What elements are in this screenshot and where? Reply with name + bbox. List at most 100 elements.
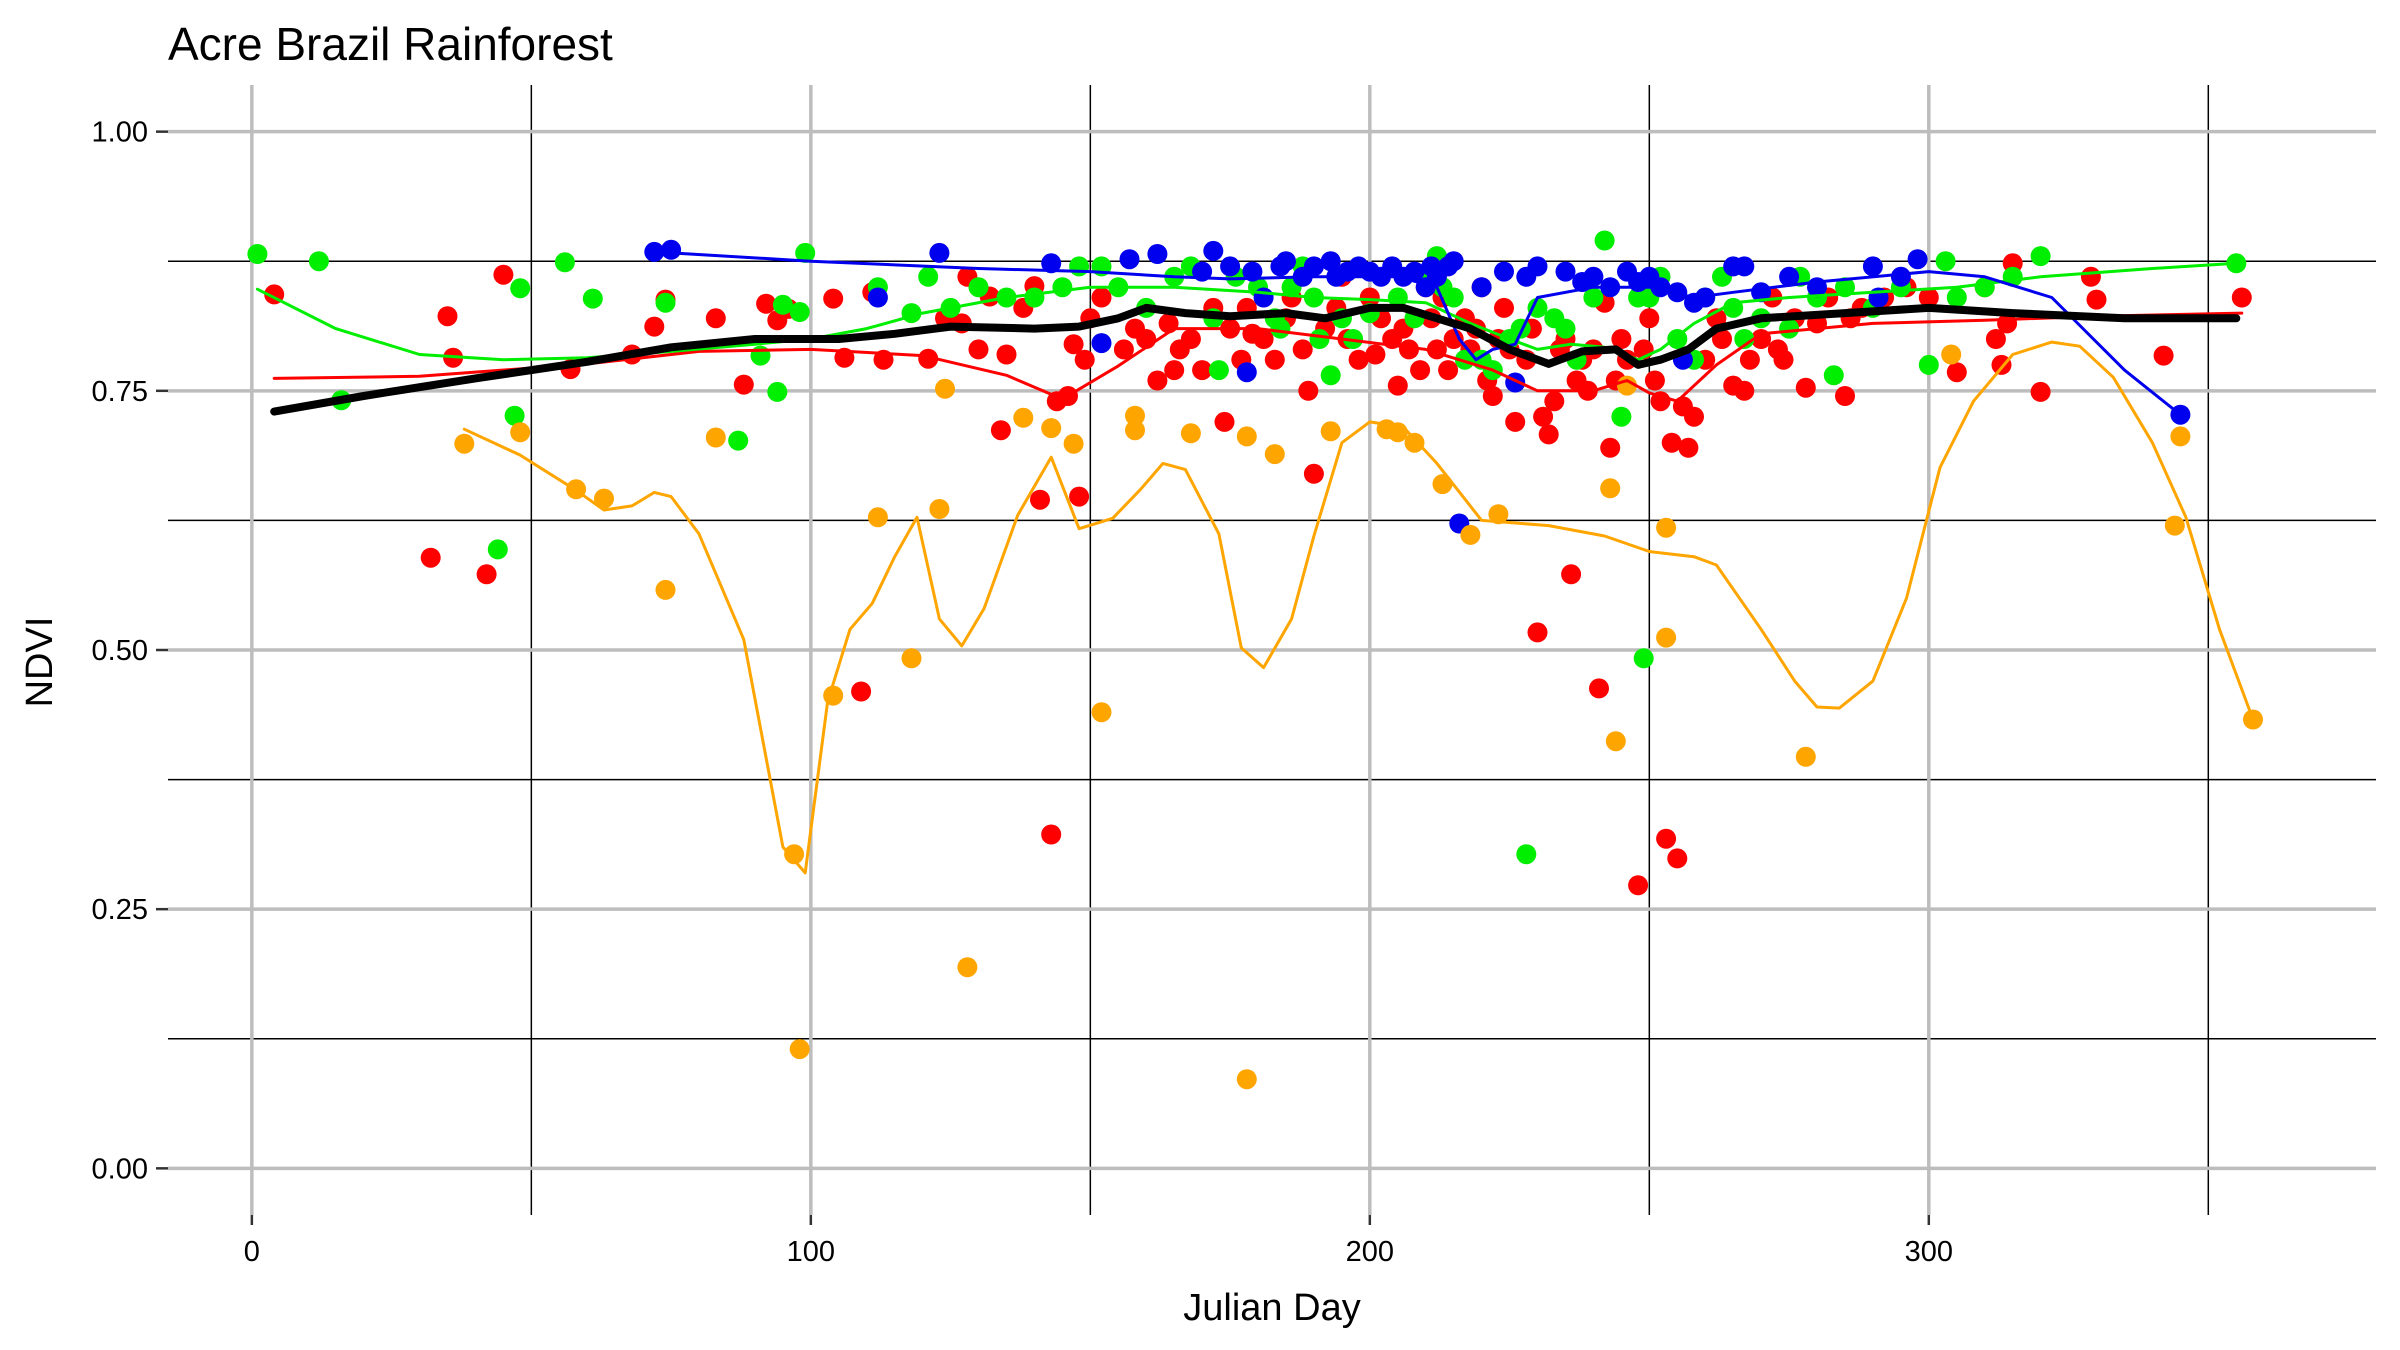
series-group [454, 344, 2263, 1090]
data-point [1779, 266, 1800, 287]
data-point [247, 244, 268, 264]
data-point [487, 539, 508, 560]
data-point [661, 239, 682, 260]
data-point [1410, 360, 1431, 381]
data-point [1303, 256, 1324, 277]
data-point [1264, 349, 1285, 370]
data-point [1236, 1069, 1257, 1090]
data-point [851, 681, 872, 702]
data-point [1527, 297, 1548, 318]
data-point [1208, 360, 1229, 381]
data-point [308, 251, 329, 272]
x-tick-label: 100 [787, 1236, 835, 1268]
data-point [1941, 344, 1962, 365]
data-point [1236, 426, 1257, 447]
data-point [1013, 407, 1034, 428]
data-point [867, 507, 888, 528]
data-point [1656, 627, 1677, 648]
data-point [968, 339, 989, 360]
data-point [1063, 334, 1084, 355]
data-point [1471, 277, 1492, 298]
data-point [728, 430, 749, 451]
data-point [1404, 432, 1425, 453]
data-point [705, 427, 726, 448]
data-point [1125, 420, 1145, 441]
data-point [1712, 329, 1732, 349]
data-point [1611, 406, 1632, 427]
data-point [1320, 251, 1341, 272]
data-point [918, 266, 939, 287]
data-point [1494, 297, 1514, 318]
data-point [1454, 349, 1475, 370]
data-point [705, 308, 726, 329]
data-point [750, 345, 771, 366]
data-point [1538, 424, 1559, 445]
data-point [1656, 517, 1677, 538]
data-point [1303, 463, 1324, 484]
data-point [1125, 405, 1145, 426]
overall-trend-line [270, 303, 2241, 416]
data-point [1113, 339, 1134, 360]
data-point [2030, 381, 2051, 402]
data-point [2164, 515, 2185, 536]
data-point [1583, 287, 1604, 308]
data-point [1527, 622, 1548, 643]
data-point [644, 316, 665, 337]
data-point [1823, 365, 1844, 386]
data-point [2080, 266, 2101, 287]
data-point [789, 1039, 810, 1060]
smoothed-line [255, 261, 2238, 362]
data-point [1527, 256, 1548, 277]
data-point [1667, 848, 1688, 869]
data-point [1946, 287, 1967, 308]
data-point [1862, 256, 1883, 277]
data-point [1460, 524, 1481, 545]
data-point [1443, 287, 1464, 308]
data-point [1180, 423, 1201, 444]
data-point [968, 277, 989, 298]
data-point [1359, 287, 1380, 308]
data-point [756, 293, 777, 314]
data-point [1890, 266, 1911, 287]
data-point [1220, 256, 1241, 277]
data-point [1935, 251, 1956, 272]
data-point [1091, 287, 1112, 308]
data-point [493, 264, 514, 285]
data-point [1270, 318, 1291, 339]
data-point [1907, 249, 1928, 270]
data-point [1236, 362, 1257, 383]
data-point [1091, 702, 1112, 723]
data-point [1835, 277, 1855, 298]
data-point [1242, 261, 1263, 282]
data-point [1644, 370, 1665, 391]
data-point [1661, 432, 1682, 453]
data-point [990, 420, 1011, 441]
data-point [1739, 349, 1760, 370]
data-point [510, 278, 531, 299]
data-point [1404, 261, 1425, 282]
data-point [504, 405, 525, 426]
data-point [1147, 370, 1168, 391]
data-point [1203, 240, 1224, 261]
data-point [1119, 249, 1140, 270]
data-point [1147, 244, 1168, 264]
data-point [655, 579, 676, 600]
data-point [1561, 564, 1582, 585]
data-point [1734, 256, 1755, 277]
data-point [795, 242, 816, 263]
data-point [918, 348, 939, 369]
data-point [1276, 251, 1296, 272]
data-point [1600, 478, 1621, 499]
data-point [1041, 824, 1062, 845]
data-point [784, 844, 805, 865]
y-tick-label: 0.50 [92, 635, 148, 667]
data-point [2030, 246, 2051, 267]
data-point [733, 374, 754, 395]
data-point [594, 488, 614, 509]
smoothed-line [272, 311, 2244, 403]
data-point [2231, 287, 2252, 308]
data-point [1505, 411, 1526, 432]
data-point [1494, 261, 1514, 282]
data-point [1795, 377, 1816, 398]
data-point [655, 292, 676, 313]
